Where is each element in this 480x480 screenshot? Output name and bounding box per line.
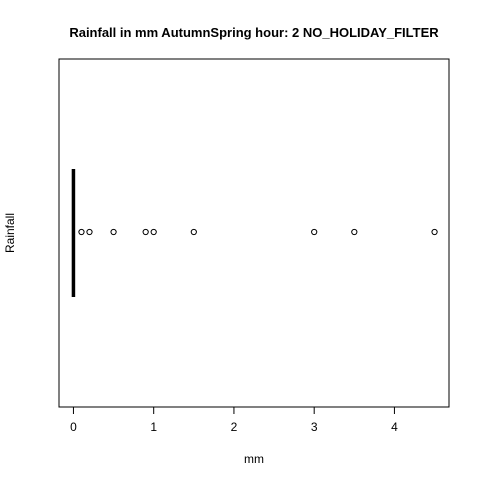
outlier-point <box>110 228 117 236</box>
outlier-point <box>190 228 197 236</box>
outlier-point <box>86 228 93 236</box>
y-axis-label: Rainfall <box>3 213 17 253</box>
x-axis: 0 1 2 3 4 <box>70 406 398 434</box>
outlier-point <box>150 228 157 236</box>
x-axis-label: mm <box>244 452 264 466</box>
outlier-point <box>142 228 149 236</box>
outlier-point <box>431 228 438 236</box>
x-tick-label: 0 <box>70 420 77 434</box>
outlier-point <box>311 228 318 236</box>
x-tick-label: 1 <box>150 420 157 434</box>
outlier-point <box>351 228 358 236</box>
outlier-point <box>78 228 85 236</box>
chart-title: Rainfall in mm AutumnSpring hour: 2 NO_H… <box>69 25 439 40</box>
plot-frame <box>58 58 450 408</box>
x-tick-label: 4 <box>391 420 398 434</box>
x-tick-label: 3 <box>311 420 318 434</box>
x-tick-label: 2 <box>231 420 238 434</box>
outliers <box>78 228 438 236</box>
